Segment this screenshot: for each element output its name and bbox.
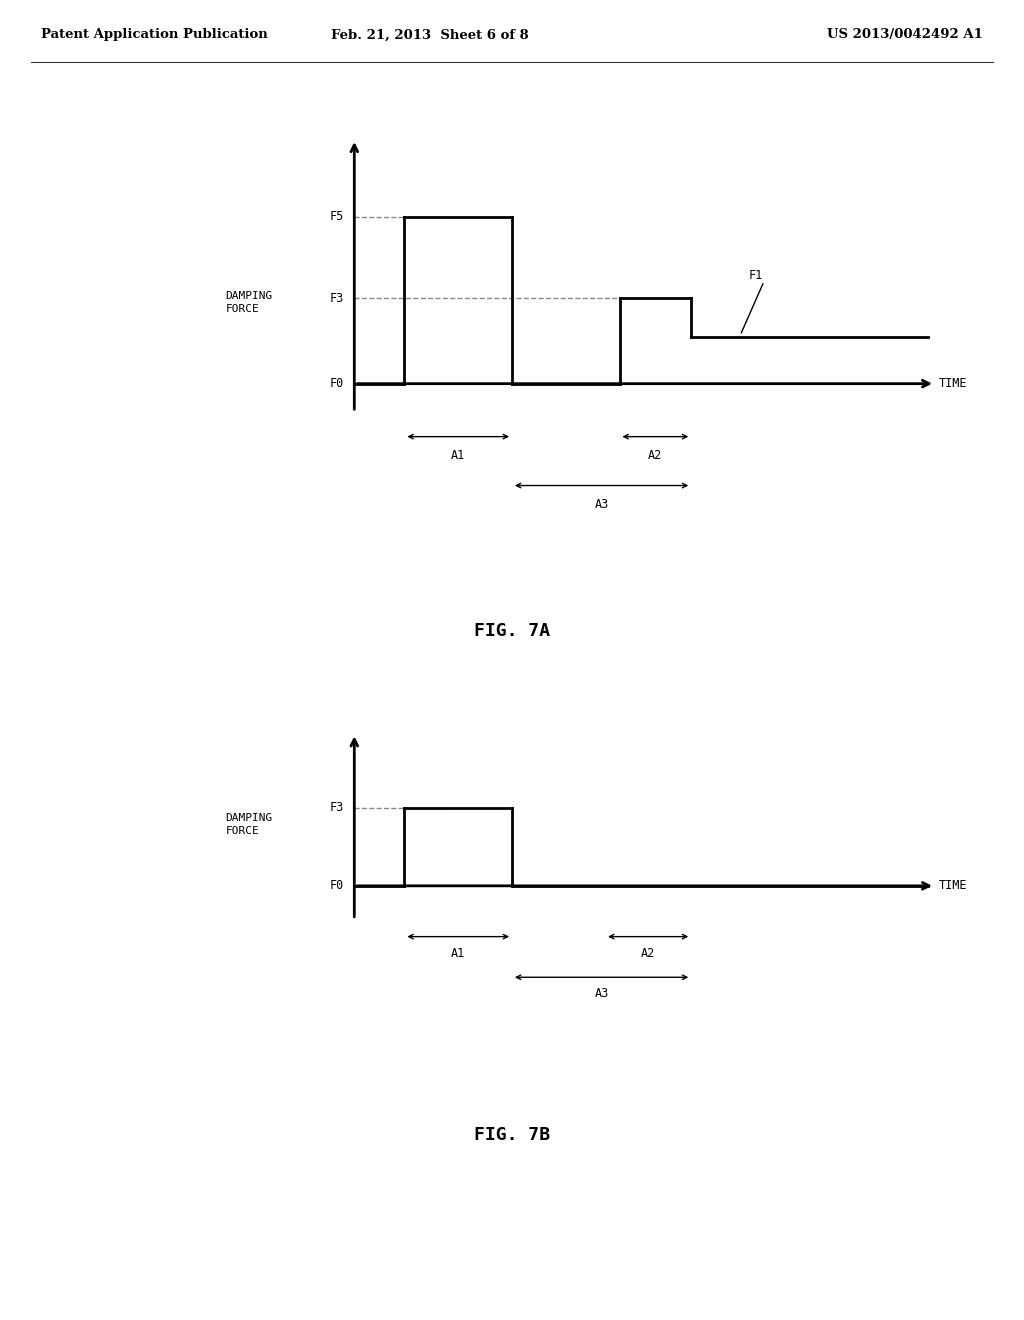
Text: DAMPING
FORCE: DAMPING FORCE: [225, 813, 272, 837]
Text: DAMPING
FORCE: DAMPING FORCE: [225, 290, 272, 314]
Text: US 2013/0042492 A1: US 2013/0042492 A1: [827, 28, 983, 41]
Text: TIME: TIME: [938, 879, 967, 892]
Text: A1: A1: [452, 449, 465, 462]
Text: FIG. 7A: FIG. 7A: [474, 622, 550, 640]
Text: TIME: TIME: [938, 378, 967, 391]
Text: Feb. 21, 2013  Sheet 6 of 8: Feb. 21, 2013 Sheet 6 of 8: [331, 28, 529, 41]
Text: A3: A3: [595, 987, 608, 1001]
Text: F3: F3: [330, 801, 343, 814]
Text: A2: A2: [648, 449, 663, 462]
Text: F0: F0: [330, 378, 343, 391]
Text: A1: A1: [452, 946, 465, 960]
Text: FIG. 7B: FIG. 7B: [474, 1126, 550, 1144]
Text: F5: F5: [330, 210, 343, 223]
Text: F3: F3: [330, 292, 343, 305]
Text: F0: F0: [330, 879, 343, 892]
Text: F1: F1: [749, 269, 763, 281]
Text: A3: A3: [595, 498, 608, 511]
Text: A2: A2: [641, 946, 655, 960]
Text: Patent Application Publication: Patent Application Publication: [41, 28, 267, 41]
